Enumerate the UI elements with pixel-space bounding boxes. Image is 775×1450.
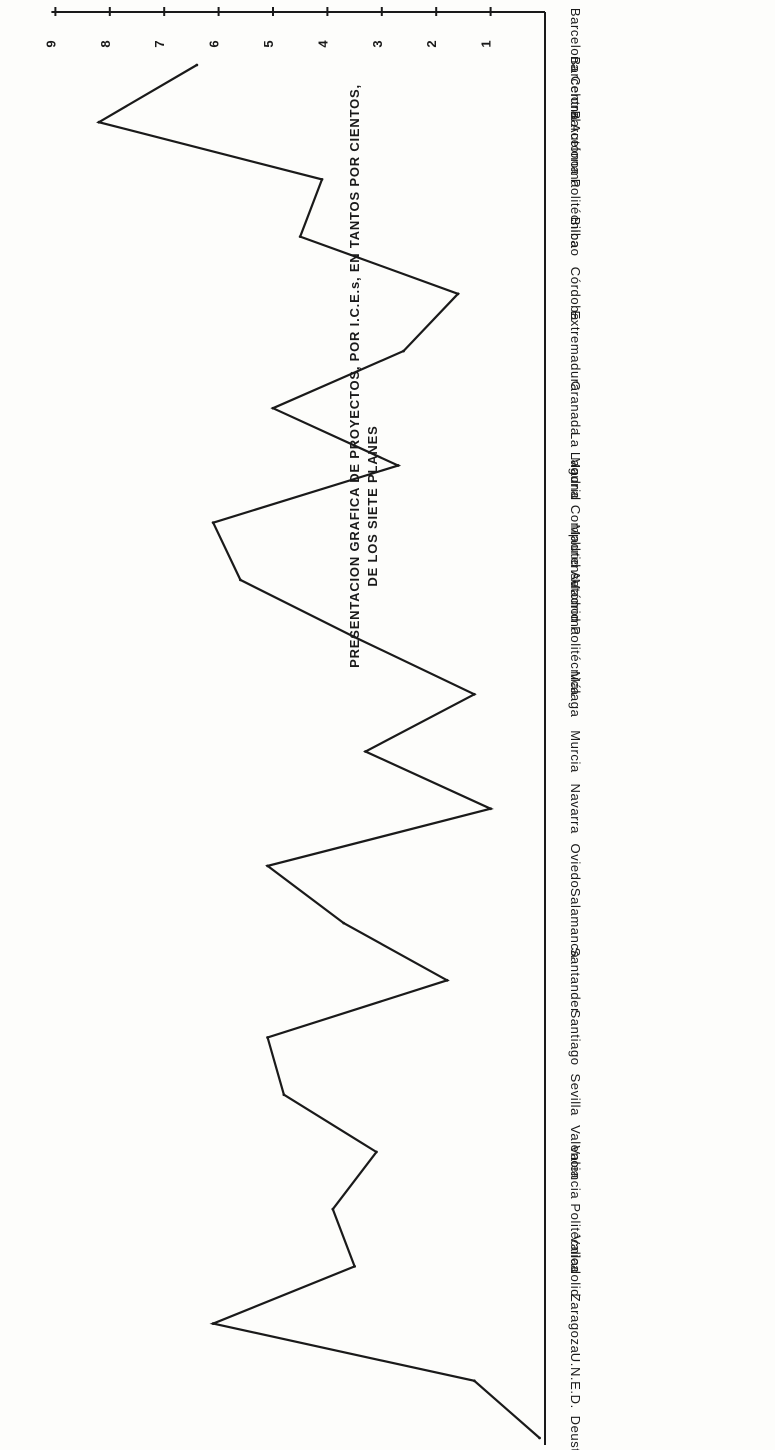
category-label: La Laguna (568, 432, 583, 499)
value-tick-label: 6 (207, 40, 222, 47)
category-label: Santiago (568, 1009, 583, 1065)
rotated-chart-group: PRESENTACION GRAFICA DE PROYECTOS, POR I… (43, 7, 583, 1450)
category-label: Madrid Autónoma (568, 524, 583, 635)
data-point (364, 750, 367, 753)
category-label: Granada (568, 381, 583, 436)
data-point (353, 635, 356, 639)
data-point (353, 1264, 356, 1268)
data-point (266, 864, 269, 868)
category-label: U.N.E.D. (568, 1353, 583, 1409)
category-label: Deusto (568, 1416, 583, 1450)
data-point (445, 978, 449, 982)
chart-axes (51, 11, 546, 1445)
series-line (96, 64, 541, 1439)
y-axis-ticks: 1 2 3 4 5 6 7 8 9 (43, 7, 494, 48)
data-point (472, 692, 476, 696)
data-point (402, 349, 405, 353)
value-tick-label: 3 (370, 40, 385, 47)
category-label: Valladolid (568, 1236, 583, 1297)
data-point (298, 235, 302, 239)
data-point (238, 578, 242, 582)
data-series (96, 63, 541, 1440)
data-point (489, 807, 492, 811)
data-point (271, 406, 275, 410)
data-point (396, 464, 400, 467)
data-point (211, 521, 215, 525)
category-label: Valencia Politécnica (568, 1145, 583, 1273)
value-tick-label: 1 (479, 40, 494, 47)
category-label: Barcelona Central (568, 8, 583, 122)
data-point (342, 921, 346, 925)
chart-subtitle: DE LOS SIETE PLANES (365, 425, 380, 586)
data-point (320, 178, 324, 181)
data-point (282, 1093, 286, 1097)
category-label: Murcia (568, 730, 583, 773)
chart-title: PRESENTACION GRAFICA DE PROYECTOS, POR I… (347, 84, 362, 668)
data-point (538, 1436, 541, 1440)
category-label: Barcelona Autónoma (568, 56, 583, 188)
value-tick-label: 2 (424, 40, 439, 47)
chart-title-group: PRESENTACION GRAFICA DE PROYECTOS, POR I… (347, 84, 380, 668)
data-point (195, 63, 199, 67)
category-label: Madrid Complutense (568, 457, 583, 588)
category-label: Málaga (568, 671, 583, 717)
category-label: Santander (568, 948, 583, 1013)
data-point (456, 292, 460, 296)
category-label: Barcelona Politécnica (568, 111, 583, 249)
category-label: Navarra (568, 783, 583, 834)
category-label: Salamanca (568, 888, 583, 959)
data-point (374, 1150, 378, 1154)
category-label: Bilbao (568, 217, 583, 257)
category-label: Zaragoza (568, 1294, 583, 1354)
category-label: Valencia (568, 1125, 583, 1179)
value-tick-label: 5 (261, 40, 276, 47)
data-point (472, 1379, 476, 1383)
data-point (331, 1207, 335, 1211)
value-tick-label: 9 (43, 40, 58, 47)
value-tick-label: 8 (98, 40, 113, 47)
category-label: Sevilla (568, 1074, 583, 1117)
data-point (266, 1036, 269, 1039)
value-tick-label: 4 (315, 40, 330, 48)
category-label: Extremadura (568, 311, 583, 392)
category-label: Madrid Politécnica (568, 579, 583, 696)
data-point (211, 1322, 215, 1325)
value-tick-label: 7 (152, 40, 167, 47)
category-label: Córdoba (568, 267, 583, 321)
data-point (97, 120, 101, 124)
category-label: Oviedo (568, 844, 583, 889)
